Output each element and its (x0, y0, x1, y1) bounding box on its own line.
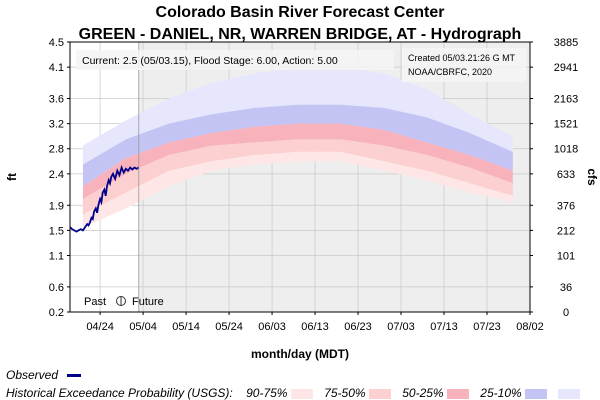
band-90-75% (82, 151, 513, 228)
swatch-90-75 (290, 388, 313, 399)
y-tick-left: 1.9 (49, 200, 64, 212)
y-tick-right: 633 (557, 169, 575, 181)
band-25-10% (82, 104, 513, 187)
y-tick-right: 1521 (554, 119, 578, 131)
legend-observed-label: Observed (6, 368, 59, 382)
y-tick-left: 2.8 (49, 144, 64, 156)
y-tick-left: 4.5 (49, 37, 64, 49)
x-tick-label: 05/24 (215, 321, 243, 333)
y-tick-left: 0.6 (49, 282, 64, 294)
future-label: Future (132, 296, 164, 308)
axes: 0.2 0.6 1.1 1.5 1.9 2.4 2.8 3.2 3.6 4.1 4.5 0 36 101 2… (5, 37, 599, 361)
x-tick-label: 07/13 (430, 321, 458, 333)
y-tick-left: 4.1 (49, 62, 64, 74)
x-tick-label: 06/03 (258, 321, 286, 333)
x-tick-label: 05/04 (129, 321, 157, 333)
swatch-25-10 (525, 388, 548, 399)
legend-band-75-50: 75-50% (324, 386, 366, 400)
observed-line (69, 164, 140, 233)
y-tick-right: 0 (563, 307, 569, 319)
legend-exceedance: Historical Exceedance Probability (USGS)… (6, 386, 581, 400)
legend-observed: Observed (6, 368, 82, 382)
past-label: Past (84, 296, 106, 308)
y-tick-right: 36 (560, 282, 572, 294)
chart-subtitle: GREEN - DANIEL, NR, WARREN BRIDGE, AT - … (78, 26, 522, 43)
y-tick-right: 101 (557, 250, 575, 262)
y-tick-left: 3.2 (49, 119, 64, 131)
x-tick-label: 07/23 (473, 321, 501, 333)
y-axis-label-left: ft (5, 173, 19, 181)
observed-series (69, 42, 140, 312)
legend-band-25-10: 25-10% (480, 386, 522, 400)
y-tick-left: 0.2 (49, 307, 64, 319)
legend-observed-swatch (67, 374, 82, 378)
x-tick-label: 08/02 (516, 321, 544, 333)
y-tick-left: 1.5 (49, 225, 64, 237)
y-tick-right: 3885 (554, 37, 578, 49)
y-tick-right: 212 (557, 225, 575, 237)
created-text: Created 05/03.21:26 G MT (408, 53, 516, 63)
legend-band-90-75: 90-75% (246, 386, 288, 400)
x-tick-label: 06/23 (344, 321, 372, 333)
y-axis-label-right: cfs (585, 168, 599, 186)
y-tick-left: 2.4 (49, 169, 64, 181)
x-tick-label: 05/14 (172, 321, 200, 333)
x-tick-label: 04/24 (86, 321, 114, 333)
chart-title: Colorado Basin River Forecast Center (155, 4, 445, 21)
exceedance-bands (82, 67, 513, 228)
band-10-0% (82, 67, 513, 165)
created-box (402, 48, 526, 82)
swatch-75-50 (368, 388, 391, 399)
band-75-50% (82, 139, 513, 215)
swatch-50-25 (446, 388, 469, 399)
y-tick-right: 2163 (554, 94, 578, 106)
legend-band-50-25: 50-25% (402, 386, 444, 400)
status-box (76, 50, 394, 70)
x-axis-label: month/day (MDT) (251, 347, 349, 361)
y-tick-left: 3.6 (49, 94, 64, 106)
band-50-25% (82, 123, 513, 199)
swatch-10-0 (558, 388, 581, 399)
y-tick-right: 1018 (554, 144, 578, 156)
y-tick-right: 2941 (554, 62, 578, 74)
legend-hist-title: Historical Exceedance Probability (USGS)… (6, 386, 233, 400)
y-tick-right: 376 (557, 200, 575, 212)
status-text: Current: 2.5 (05/03.15), Flood Stage: 6.… (82, 55, 338, 67)
axes-frame (69, 41, 531, 313)
y-tick-left: 1.1 (49, 250, 64, 262)
x-tick-label: 06/13 (301, 321, 329, 333)
x-tick-label: 07/03 (387, 321, 415, 333)
credit-text: NOAA/CBRFC, 2020 (408, 67, 492, 77)
